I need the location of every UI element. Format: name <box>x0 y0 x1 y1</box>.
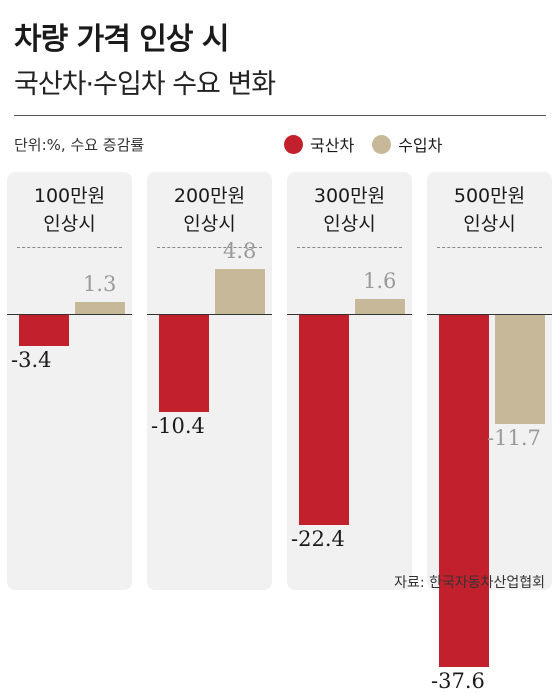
source-note: 자료: 한국자동차산업협회 <box>394 575 545 591</box>
unit-label: 단위:%, 수요 증감률 <box>14 136 145 154</box>
category-label-line: 인상시 <box>43 213 96 235</box>
category-label-line: 500만원 <box>453 185 526 207</box>
bar-imported <box>215 268 265 314</box>
value-label-domestic: -37.6 <box>431 669 485 693</box>
value-label-domestic: -22.4 <box>291 526 345 551</box>
bar-imported <box>75 301 125 314</box>
legend-label-imported: 수입차 <box>398 136 443 155</box>
panel-divider <box>17 247 122 248</box>
header-rule <box>14 115 546 116</box>
value-label-imported: 1.3 <box>83 271 117 296</box>
value-label-domestic: -10.4 <box>151 413 205 438</box>
panel-divider <box>157 247 262 248</box>
value-label-imported: -11.7 <box>487 425 541 450</box>
bar-imported <box>495 314 545 424</box>
zero-baseline <box>7 314 132 315</box>
legend: 국산차 수입차 <box>284 132 460 156</box>
value-label-domestic: -3.4 <box>11 347 52 372</box>
legend-swatch-domestic <box>284 134 303 154</box>
panel-divider <box>297 247 402 248</box>
legend-item-domestic: 국산차 <box>284 132 354 156</box>
bar-domestic <box>159 314 209 412</box>
panel-divider <box>437 247 542 248</box>
value-label-imported: 1.6 <box>363 268 397 293</box>
chart-title: 차량 가격 인상 시 <box>14 22 230 57</box>
category-label-line: 200만원 <box>173 185 246 207</box>
zero-baseline <box>147 314 272 315</box>
legend-item-imported: 수입차 <box>372 132 442 156</box>
zero-baseline <box>427 314 552 315</box>
category-label-line: 300만원 <box>313 185 386 207</box>
legend-swatch-imported <box>372 134 392 154</box>
category-label-line: 100만원 <box>33 185 106 207</box>
value-label-imported: 4.8 <box>223 238 257 263</box>
bar-imported <box>355 298 405 314</box>
category-label-line: 인상시 <box>463 213 516 235</box>
legend-label-domestic: 국산차 <box>310 136 355 155</box>
chart-subtitle: 국산차·수입차 수요 변화 <box>14 69 276 100</box>
category-label-line: 인상시 <box>323 213 376 235</box>
bar-domestic <box>439 314 489 668</box>
bar-domestic <box>19 314 69 346</box>
category-label-line: 인상시 <box>183 213 236 235</box>
zero-baseline <box>287 314 412 315</box>
bar-domestic <box>299 314 349 525</box>
